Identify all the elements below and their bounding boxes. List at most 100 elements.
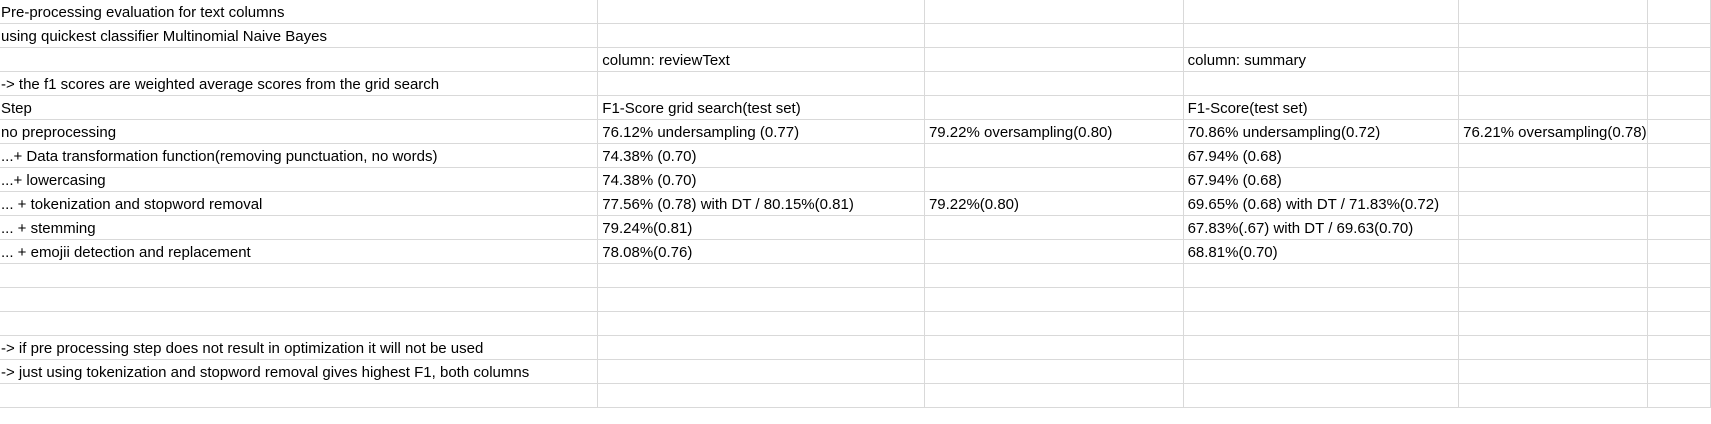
sheet-cell[interactable] [924,0,1184,24]
sheet-cell[interactable] [924,239,1184,264]
sheet-cell[interactable] [924,71,1184,96]
sheet-cell[interactable]: 79.24%(0.81) [597,215,925,240]
sheet-cell[interactable] [597,287,925,312]
sheet-cell[interactable] [1458,383,1648,408]
sheet-cell[interactable]: 74.38% (0.70) [597,143,925,168]
sheet-cell[interactable] [1183,335,1460,360]
sheet-cell[interactable] [924,23,1184,48]
sheet-cell[interactable] [1647,191,1711,216]
sheet-cell[interactable] [597,71,925,96]
sheet-cell[interactable]: Pre-processing evaluation for text colum… [0,0,599,24]
sheet-cell[interactable] [597,335,925,360]
sheet-cell[interactable] [1458,23,1648,48]
sheet-cell[interactable]: 68.81%(0.70) [1183,239,1460,264]
sheet-cell[interactable]: 76.12% undersampling (0.77) [597,119,925,144]
sheet-cell[interactable]: Step [0,95,599,120]
sheet-cell[interactable] [0,263,599,288]
sheet-cell[interactable] [1647,263,1711,288]
sheet-cell[interactable]: ... + emojii detection and replacement [0,239,599,264]
sheet-cell[interactable]: ...+ Data transformation function(removi… [0,143,599,168]
sheet-cell[interactable] [924,167,1184,192]
sheet-cell[interactable] [597,0,925,24]
sheet-cell[interactable] [1458,0,1648,24]
sheet-cell[interactable]: F1-Score(test set) [1183,95,1460,120]
sheet-cell[interactable] [1183,0,1460,24]
sheet-cell[interactable]: 76.21% oversampling(0.78) [1458,119,1648,144]
sheet-cell[interactable] [924,311,1184,336]
sheet-cell[interactable] [0,47,599,72]
sheet-cell[interactable] [1647,95,1711,120]
sheet-cell[interactable] [1647,335,1711,360]
sheet-cell[interactable] [1647,287,1711,312]
sheet-cell[interactable] [1647,311,1711,336]
sheet-cell[interactable]: using quickest classifier Multinomial Na… [0,23,599,48]
sheet-cell[interactable]: 78.08%(0.76) [597,239,925,264]
sheet-cell[interactable]: 74.38% (0.70) [597,167,925,192]
sheet-cell[interactable] [924,215,1184,240]
sheet-cell[interactable] [1458,143,1648,168]
sheet-cell[interactable] [924,47,1184,72]
sheet-cell[interactable] [1647,239,1711,264]
sheet-cell[interactable]: 67.83%(.67) with DT / 69.63(0.70) [1183,215,1460,240]
sheet-cell[interactable]: column: reviewText [597,47,925,72]
sheet-cell[interactable] [0,287,599,312]
sheet-cell[interactable]: -> just using tokenization and stopword … [0,359,599,384]
sheet-cell[interactable] [597,23,925,48]
sheet-cell[interactable] [1183,383,1460,408]
sheet-cell[interactable] [1458,263,1648,288]
sheet-cell[interactable] [1183,263,1460,288]
sheet-cell[interactable] [1647,0,1711,24]
sheet-cell[interactable] [1647,47,1711,72]
sheet-cell[interactable] [1458,191,1648,216]
sheet-cell[interactable] [1458,47,1648,72]
sheet-cell[interactable] [1647,167,1711,192]
sheet-cell[interactable]: 69.65% (0.68) with DT / 71.83%(0.72) [1183,191,1460,216]
sheet-cell[interactable]: 70.86% undersampling(0.72) [1183,119,1460,144]
sheet-cell[interactable] [1183,71,1460,96]
sheet-cell[interactable] [1458,359,1648,384]
sheet-cell[interactable] [1183,23,1460,48]
sheet-cell[interactable] [1647,143,1711,168]
sheet-cell[interactable] [1647,359,1711,384]
sheet-cell[interactable] [924,335,1184,360]
sheet-cell[interactable] [1647,23,1711,48]
sheet-cell[interactable] [1647,383,1711,408]
sheet-cell[interactable] [597,311,925,336]
sheet-cell[interactable]: -> if pre processing step does not resul… [0,335,599,360]
sheet-cell[interactable] [1458,311,1648,336]
sheet-cell[interactable] [924,359,1184,384]
sheet-cell[interactable] [1647,71,1711,96]
sheet-cell[interactable]: no preprocessing [0,119,599,144]
sheet-cell[interactable] [1458,287,1648,312]
sheet-cell[interactable] [1183,359,1460,384]
sheet-cell[interactable] [597,383,925,408]
sheet-cell[interactable] [1458,167,1648,192]
sheet-cell[interactable]: F1-Score grid search(test set) [597,95,925,120]
sheet-cell[interactable] [597,263,925,288]
sheet-cell[interactable]: ... + stemming [0,215,599,240]
sheet-cell[interactable]: 79.22% oversampling(0.80) [924,119,1184,144]
sheet-cell[interactable] [1183,311,1460,336]
sheet-cell[interactable] [0,311,599,336]
sheet-cell[interactable]: ...+ lowercasing [0,167,599,192]
sheet-cell[interactable]: ... + tokenization and stopword removal [0,191,599,216]
sheet-cell[interactable]: column: summary [1183,47,1460,72]
sheet-cell[interactable] [924,287,1184,312]
sheet-cell[interactable] [597,359,925,384]
sheet-cell[interactable] [1647,119,1711,144]
sheet-cell[interactable] [1458,71,1648,96]
sheet-cell[interactable] [1458,335,1648,360]
sheet-cell[interactable]: 67.94% (0.68) [1183,143,1460,168]
sheet-cell[interactable] [924,383,1184,408]
sheet-cell[interactable]: -> the f1 scores are weighted average sc… [0,71,599,96]
sheet-cell[interactable] [0,383,599,408]
sheet-cell[interactable] [924,143,1184,168]
sheet-cell[interactable] [1183,287,1460,312]
sheet-cell[interactable] [1458,215,1648,240]
sheet-cell[interactable] [924,263,1184,288]
sheet-cell[interactable] [1458,95,1648,120]
sheet-cell[interactable]: 67.94% (0.68) [1183,167,1460,192]
sheet-cell[interactable]: 77.56% (0.78) with DT / 80.15%(0.81) [597,191,925,216]
sheet-cell[interactable]: 79.22%(0.80) [924,191,1184,216]
sheet-cell[interactable] [1647,215,1711,240]
